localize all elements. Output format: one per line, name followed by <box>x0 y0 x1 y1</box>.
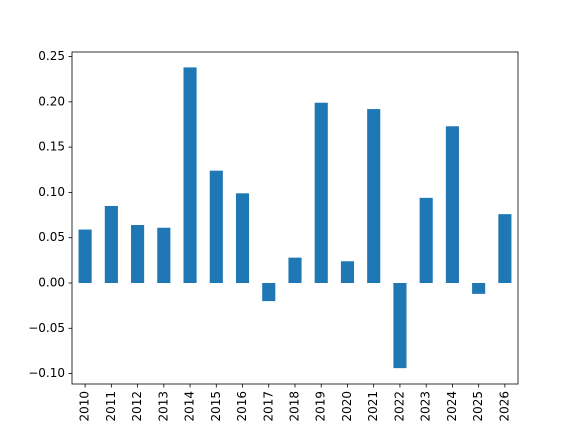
bar <box>340 261 355 283</box>
bar <box>445 126 459 283</box>
y-tick-label: −0.05 <box>28 321 65 335</box>
x-tick-label: 2013 <box>156 391 170 422</box>
x-tick-label: 2021 <box>366 391 380 422</box>
plot-frame <box>71 51 519 385</box>
bar <box>183 67 197 283</box>
x-tick-label: 2022 <box>392 391 406 422</box>
bar <box>235 193 250 283</box>
y-tick-label: 0.25 <box>38 49 65 63</box>
bar <box>498 214 512 283</box>
x-tick-label: 2020 <box>340 391 354 422</box>
x-tick-label: 2024 <box>445 391 459 422</box>
bar <box>157 227 171 283</box>
bar <box>314 102 328 283</box>
bar <box>262 282 276 302</box>
x-tick-label: 2011 <box>104 391 118 422</box>
bar <box>78 229 92 283</box>
bar <box>472 282 486 294</box>
x-tick-label: 2017 <box>261 391 275 422</box>
x-tick-label: 2023 <box>419 391 433 422</box>
x-tick-label: 2010 <box>78 391 92 422</box>
x-tick-label: 2012 <box>130 391 144 422</box>
bar <box>393 282 407 369</box>
x-tick-label: 2018 <box>288 391 302 422</box>
bar <box>131 225 145 283</box>
bar <box>419 197 433 283</box>
bar <box>367 109 381 283</box>
x-tick-label: 2025 <box>471 391 485 422</box>
x-tick-label: 2014 <box>183 391 197 422</box>
x-tick-label: 2019 <box>314 391 328 422</box>
bar <box>288 257 302 283</box>
x-tick-label: 2016 <box>235 391 249 422</box>
y-tick-label: 0.05 <box>38 230 65 244</box>
y-tick-label: −0.10 <box>28 366 65 380</box>
y-tick-label: 0.10 <box>38 185 65 199</box>
y-tick-label: 0.00 <box>38 275 65 289</box>
x-tick-label: 2015 <box>209 391 223 422</box>
y-tick-label: 0.15 <box>38 140 65 154</box>
x-tick-label: 2026 <box>497 391 511 422</box>
y-tick-label: 0.20 <box>38 94 65 108</box>
bar <box>209 170 223 283</box>
bar <box>104 205 118 283</box>
